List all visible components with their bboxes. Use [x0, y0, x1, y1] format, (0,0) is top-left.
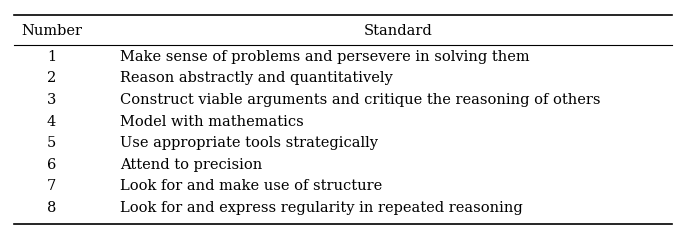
Text: 2: 2 [47, 71, 56, 85]
Text: Standard: Standard [364, 24, 432, 38]
Text: Look for and express regularity in repeated reasoning: Look for and express regularity in repea… [120, 200, 523, 214]
Text: Construct viable arguments and critique the reasoning of others: Construct viable arguments and critique … [120, 93, 600, 106]
Text: Number: Number [21, 24, 82, 38]
Text: 8: 8 [47, 200, 56, 214]
Text: 6: 6 [47, 157, 56, 171]
Text: Attend to precision: Attend to precision [120, 157, 262, 171]
Text: Reason abstractly and quantitatively: Reason abstractly and quantitatively [120, 71, 393, 85]
Text: 5: 5 [47, 136, 56, 149]
Text: Look for and make use of structure: Look for and make use of structure [120, 179, 382, 192]
Text: Model with mathematics: Model with mathematics [120, 114, 304, 128]
Text: 3: 3 [47, 93, 56, 106]
Text: Make sense of problems and persevere in solving them: Make sense of problems and persevere in … [120, 50, 530, 64]
Text: 7: 7 [47, 179, 56, 192]
Text: 4: 4 [47, 114, 56, 128]
Text: 1: 1 [47, 50, 56, 64]
Text: Use appropriate tools strategically: Use appropriate tools strategically [120, 136, 378, 149]
